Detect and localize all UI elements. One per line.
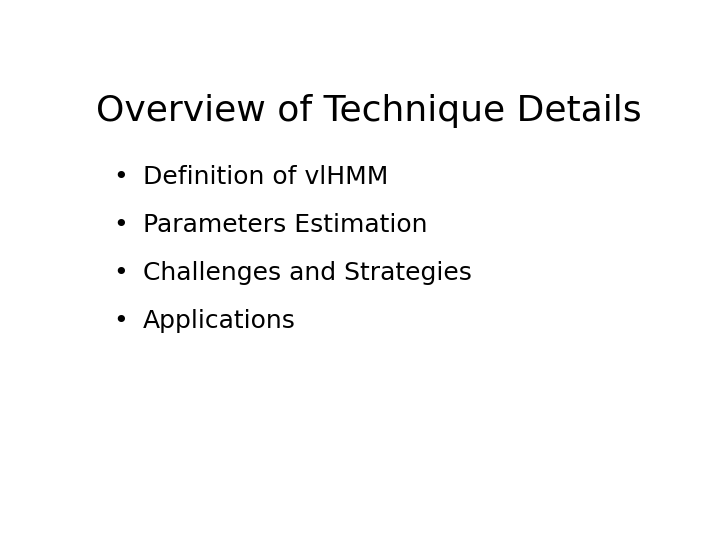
Text: •: • [113, 213, 128, 237]
Text: Definition of vlHMM: Definition of vlHMM [143, 165, 388, 189]
Text: Challenges and Strategies: Challenges and Strategies [143, 261, 472, 285]
Text: Parameters Estimation: Parameters Estimation [143, 213, 428, 237]
Text: Overview of Technique Details: Overview of Technique Details [96, 94, 642, 128]
Text: •: • [113, 261, 128, 285]
Text: •: • [113, 308, 128, 333]
Text: Applications: Applications [143, 308, 296, 333]
Text: •: • [113, 165, 128, 189]
